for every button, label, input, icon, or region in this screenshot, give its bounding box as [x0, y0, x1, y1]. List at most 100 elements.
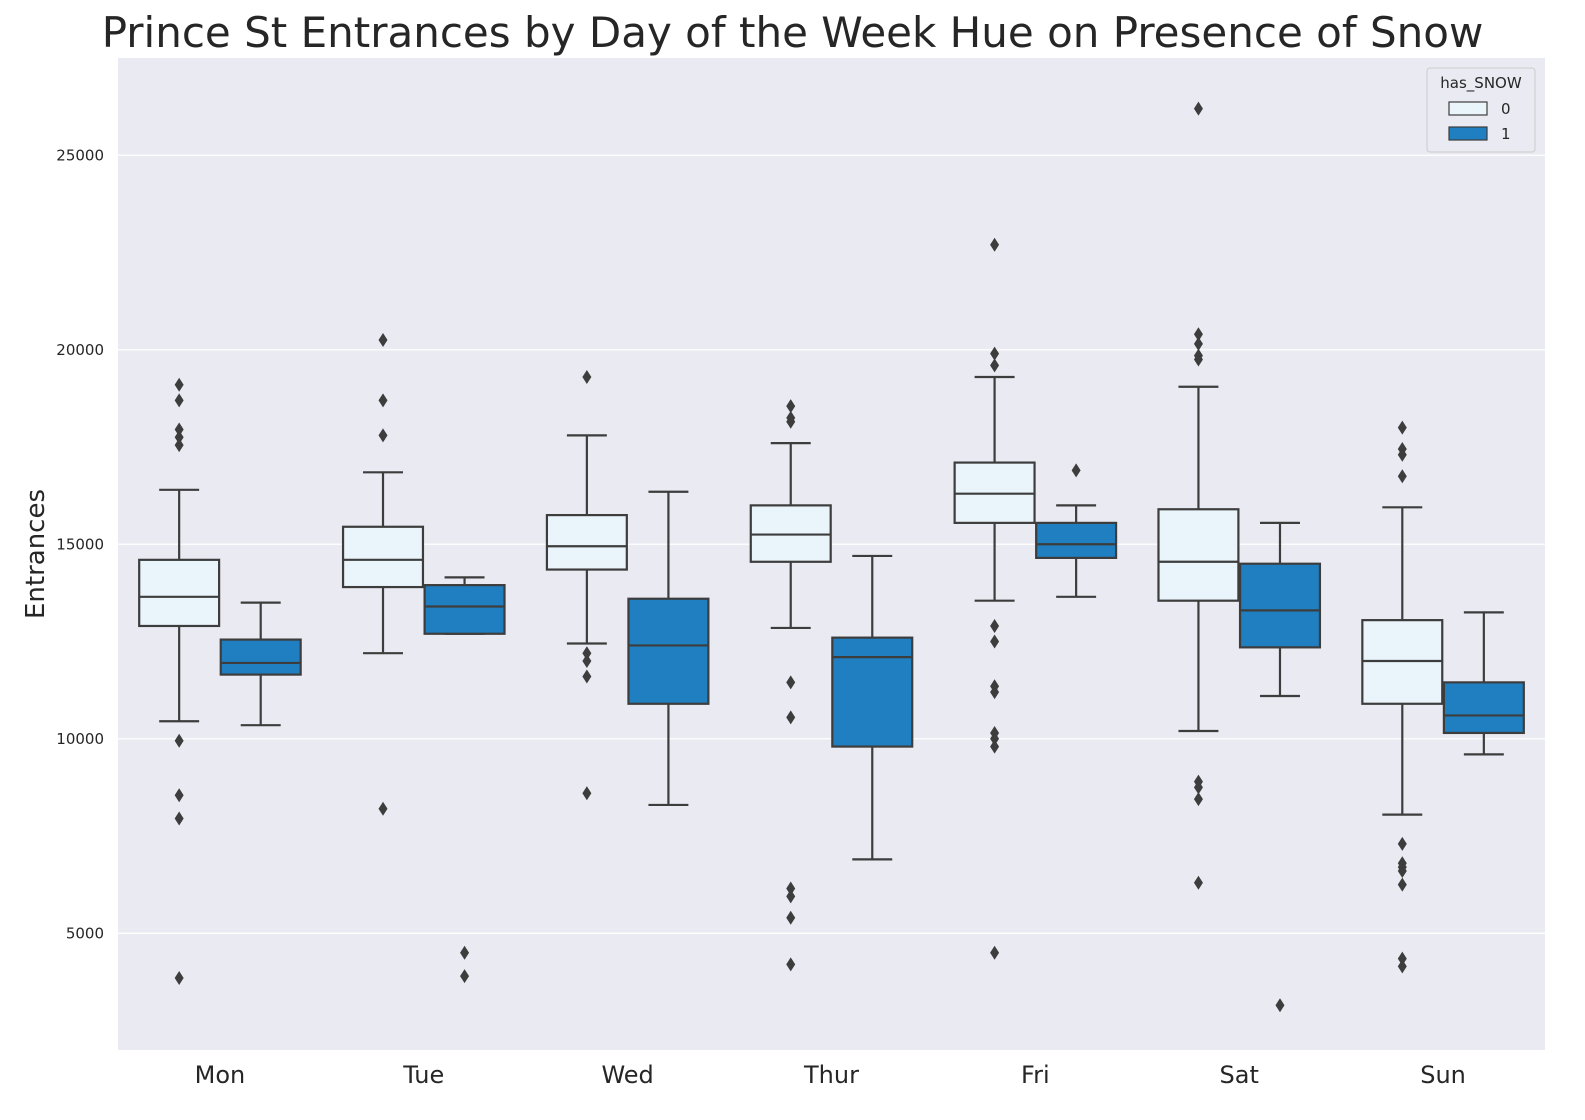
box-sun-snow-1 [1442, 611, 1525, 756]
outlier-point [174, 733, 184, 748]
outlier-point [1193, 101, 1203, 116]
outlier-point [582, 786, 592, 801]
box-wed-snow-1 [627, 490, 710, 807]
outlier-point [174, 971, 184, 986]
box-sun-snow-0 [1361, 420, 1444, 974]
y-tick-label: 20000 [56, 341, 104, 359]
outlier-point [174, 430, 184, 445]
outlier-point [1193, 875, 1203, 890]
outlier-point [990, 618, 1000, 633]
outlier-point [1193, 336, 1203, 351]
outlier-point [378, 428, 388, 443]
iqr-box [219, 638, 302, 676]
outlier-point [1193, 352, 1203, 367]
iqr-box [545, 513, 628, 571]
outlier-point [460, 945, 470, 960]
outlier-point [786, 957, 796, 972]
boxes [138, 101, 1525, 1013]
legend-item-1: 1 [1448, 125, 1511, 143]
outlier-point [786, 710, 796, 725]
outlier-point [786, 675, 796, 690]
y-axis-ticks: 5000 10000 15000 20000 25000 [56, 146, 104, 942]
outlier-point [582, 369, 592, 384]
outlier-point [378, 393, 388, 408]
box-sat-snow-1 [1238, 521, 1322, 1013]
iqr-box [831, 636, 914, 748]
x-tick-label: Fri [1021, 1061, 1050, 1089]
box-mon-snow-1 [219, 601, 302, 727]
legend: has_SNOW 01 [1426, 67, 1536, 153]
outlier-point [378, 333, 388, 348]
iqr-box [627, 597, 710, 705]
iqr-box [1035, 521, 1118, 559]
legend-items: 01 [1448, 100, 1511, 143]
box-fri-snow-1 [1035, 463, 1118, 598]
outlier-point [174, 393, 184, 408]
outlier-point [582, 653, 592, 668]
outlier-point [174, 422, 184, 437]
box-tue-snow-0 [341, 333, 425, 816]
x-tick-label: Tue [402, 1061, 444, 1089]
x-tick-label: Thur [803, 1061, 859, 1089]
outlier-point [1275, 998, 1285, 1013]
outlier-point [174, 788, 184, 803]
outlier-point [1193, 327, 1203, 342]
outlier-point [174, 438, 184, 453]
y-tick-label: 25000 [56, 146, 104, 164]
outlier-point [378, 801, 388, 816]
x-tick-label: Sat [1220, 1061, 1259, 1089]
box-sat-snow-0 [1157, 101, 1240, 890]
box-mon-snow-0 [138, 377, 221, 986]
outlier-point [990, 739, 1000, 754]
outlier-point [990, 685, 1000, 700]
iqr-box [423, 584, 506, 635]
box-wed-snow-0 [545, 369, 628, 801]
x-tick-label: Mon [195, 1061, 246, 1089]
outlier-point [1397, 951, 1407, 966]
outlier-point [1071, 463, 1081, 478]
outlier-point [786, 399, 796, 414]
y-axis-label: Entrances [21, 489, 51, 619]
outlier-point [174, 811, 184, 826]
outlier-point [1193, 780, 1203, 795]
outlier-point [990, 945, 1000, 960]
outlier-point [1397, 864, 1407, 879]
legend-swatch [1448, 126, 1488, 141]
box-thur-snow-1 [831, 554, 914, 861]
outlier-point [990, 358, 1000, 373]
outlier-point [786, 910, 796, 925]
outlier-point [582, 646, 592, 661]
iqr-box [138, 558, 221, 628]
outlier-point [1397, 447, 1407, 462]
outlier-point [1397, 420, 1407, 435]
outlier-point [174, 377, 184, 392]
outlier-point [1397, 836, 1407, 851]
outlier-point [990, 731, 1000, 746]
legend-title: has_SNOW [1440, 74, 1522, 93]
outlier-point [1397, 877, 1407, 892]
iqr-box [1238, 562, 1322, 649]
outlier-point [582, 669, 592, 684]
x-tick-label: Wed [601, 1061, 653, 1089]
legend-label: 1 [1501, 125, 1511, 143]
outlier-point [990, 634, 1000, 649]
outlier-point [786, 414, 796, 429]
box-fri-snow-0 [953, 237, 1036, 960]
chart-title: Prince St Entrances by Day of the Week H… [101, 8, 1484, 57]
iqr-box [1442, 681, 1525, 735]
x-tick-label: Sun [1420, 1061, 1466, 1089]
outlier-point [990, 346, 1000, 361]
outlier-point [1397, 959, 1407, 974]
outlier-point [1193, 792, 1203, 807]
y-tick-label: 10000 [56, 730, 104, 748]
iqr-box [1157, 508, 1240, 602]
legend-item-0: 0 [1448, 100, 1511, 118]
iqr-box [341, 525, 425, 589]
outlier-point [1397, 469, 1407, 484]
outlier-point [460, 969, 470, 984]
box-tue-snow-1 [423, 576, 506, 984]
x-axis-ticks: Mon Tue Wed Thur Fri Sat Sun [195, 1061, 1466, 1089]
y-tick-label: 15000 [56, 535, 104, 553]
y-tick-label: 5000 [66, 924, 104, 942]
